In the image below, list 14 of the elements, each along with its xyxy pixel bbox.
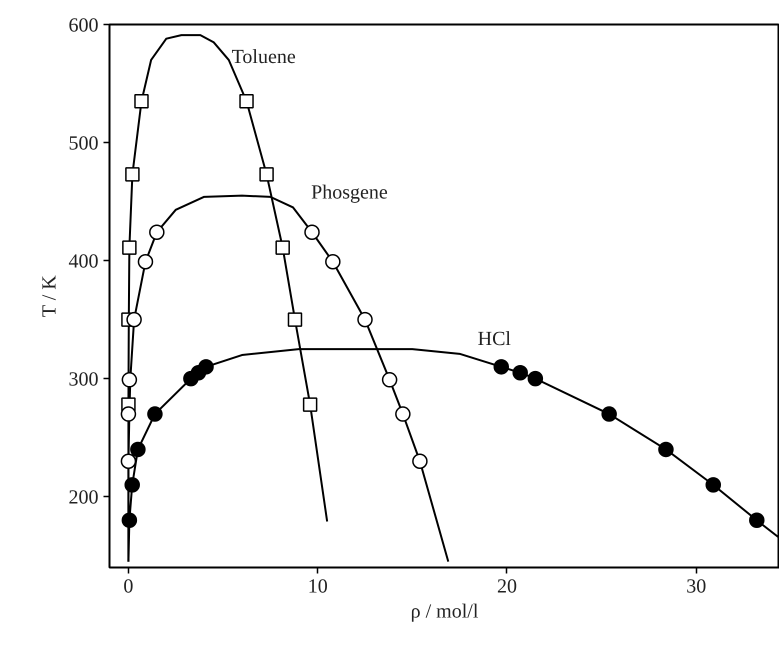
x-tick-label: 10: [308, 576, 328, 598]
y-axis-title: T / K: [38, 274, 60, 318]
y-tick-label: 300: [68, 368, 98, 391]
y-tick-label: 400: [68, 250, 98, 273]
series-label: Toluene: [232, 46, 296, 68]
x-tick-label: 20: [496, 576, 517, 598]
y-tick-label: 200: [68, 486, 98, 509]
series-label: HCl: [478, 328, 512, 350]
x-tick-label: 30: [686, 576, 706, 598]
series-label: Phosgene: [311, 181, 388, 204]
y-tick-label: 600: [68, 14, 98, 36]
x-tick-label: 0: [123, 576, 134, 598]
x-axis-title: ρ / mol/l: [410, 600, 479, 622]
y-tick-label: 500: [68, 132, 98, 155]
